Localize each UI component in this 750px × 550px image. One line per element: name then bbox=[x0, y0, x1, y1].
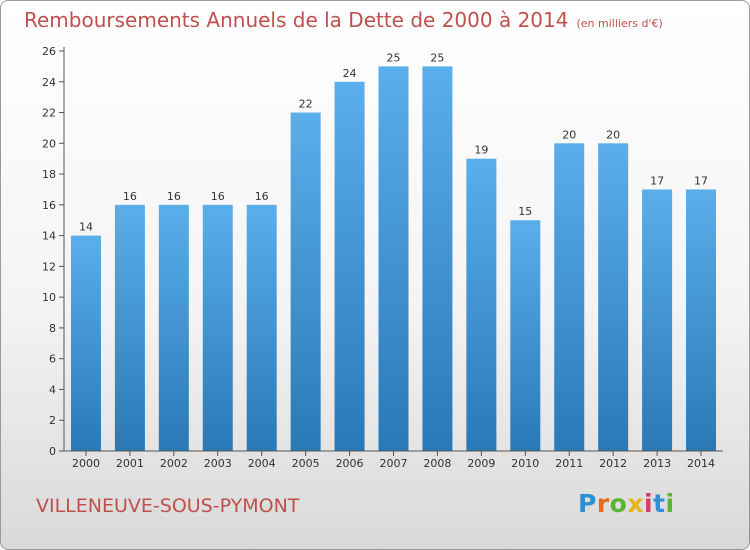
y-tick-label: 14 bbox=[42, 230, 56, 243]
bar-value-label: 16 bbox=[255, 190, 269, 203]
bar bbox=[554, 143, 585, 452]
bar-value-label: 20 bbox=[562, 128, 576, 141]
y-tick-label: 6 bbox=[49, 353, 56, 366]
y-tick-label: 24 bbox=[42, 76, 56, 89]
y-tick-label: 26 bbox=[42, 45, 56, 58]
y-tick-label: 2 bbox=[49, 414, 56, 427]
bar-value-label: 15 bbox=[518, 205, 532, 218]
y-tick-label: 22 bbox=[42, 107, 56, 120]
title-main: Remboursements Annuels de la Dette de 20… bbox=[24, 8, 569, 32]
bar-value-label: 20 bbox=[606, 128, 620, 141]
x-tick-label: 2013 bbox=[643, 457, 671, 470]
x-tick-label: 2009 bbox=[467, 457, 495, 470]
bar bbox=[158, 204, 189, 451]
x-tick-label: 2004 bbox=[248, 457, 276, 470]
x-tick-label: 2002 bbox=[160, 457, 188, 470]
bar-value-label: 24 bbox=[343, 67, 357, 80]
bar-value-label: 25 bbox=[430, 51, 444, 64]
y-tick-label: 18 bbox=[42, 168, 56, 181]
bar bbox=[246, 204, 277, 451]
bar-value-label: 17 bbox=[650, 174, 664, 187]
y-tick-label: 4 bbox=[49, 383, 56, 396]
x-tick-label: 2000 bbox=[72, 457, 100, 470]
x-tick-label: 2001 bbox=[116, 457, 144, 470]
bar-value-label: 19 bbox=[474, 144, 488, 157]
bar bbox=[378, 66, 409, 451]
bar-value-label: 16 bbox=[167, 190, 181, 203]
y-tick-label: 12 bbox=[42, 260, 56, 273]
bar bbox=[114, 204, 145, 451]
x-tick-label: 2012 bbox=[599, 457, 627, 470]
y-tick-label: 16 bbox=[42, 199, 56, 212]
x-tick-label: 2005 bbox=[292, 457, 320, 470]
bar-value-label: 22 bbox=[299, 98, 313, 111]
bar bbox=[686, 189, 717, 451]
bar-value-label: 16 bbox=[211, 190, 225, 203]
bar bbox=[642, 189, 673, 451]
chart-title: Remboursements Annuels de la Dette de 20… bbox=[24, 8, 663, 32]
logo-letter: t bbox=[653, 489, 666, 518]
bar bbox=[598, 143, 629, 452]
x-tick-label: 2014 bbox=[687, 457, 715, 470]
bar bbox=[334, 81, 365, 452]
logo-letter: i bbox=[665, 489, 675, 518]
bar bbox=[466, 158, 497, 451]
y-tick-label: 20 bbox=[42, 137, 56, 150]
bars: 14 16 16 16 16 22 24 25 25 19 15 20 20 17 17 bbox=[70, 51, 717, 452]
bar-value-label: 17 bbox=[694, 174, 708, 187]
bar bbox=[422, 66, 453, 451]
x-tick-label: 2006 bbox=[336, 457, 364, 470]
title-unit: (en milliers d'€) bbox=[576, 17, 663, 30]
logo-letter: r bbox=[596, 489, 610, 518]
logo-letter: i bbox=[644, 489, 654, 518]
logo-letter: P bbox=[578, 489, 597, 518]
bar-value-label: 14 bbox=[79, 221, 93, 234]
commune-name: VILLENEUVE-SOUS-PYMONT bbox=[36, 495, 300, 517]
x-tick-label: 2010 bbox=[511, 457, 539, 470]
y-tick-label: 8 bbox=[49, 322, 56, 335]
bar-value-label: 16 bbox=[123, 190, 137, 203]
bar bbox=[290, 112, 321, 452]
bar bbox=[510, 220, 541, 451]
x-tick-label: 2011 bbox=[555, 457, 583, 470]
logo-letter: o bbox=[609, 489, 628, 518]
x-axis: 2000 2001 2002 2003 2004 2005 2006 2007 2008 2009… bbox=[64, 450, 723, 470]
y-tick-label: 0 bbox=[49, 445, 56, 458]
bar-value-label: 25 bbox=[387, 51, 401, 64]
y-tick-label: 10 bbox=[42, 291, 56, 304]
x-tick-label: 2003 bbox=[204, 457, 232, 470]
logo-letter: x bbox=[627, 489, 644, 518]
x-tick-label: 2007 bbox=[380, 457, 408, 470]
x-tick-label: 2008 bbox=[423, 457, 451, 470]
bar bbox=[202, 204, 233, 451]
bar bbox=[70, 235, 101, 451]
proxiti-logo[interactable]: Proxiti bbox=[578, 489, 675, 518]
